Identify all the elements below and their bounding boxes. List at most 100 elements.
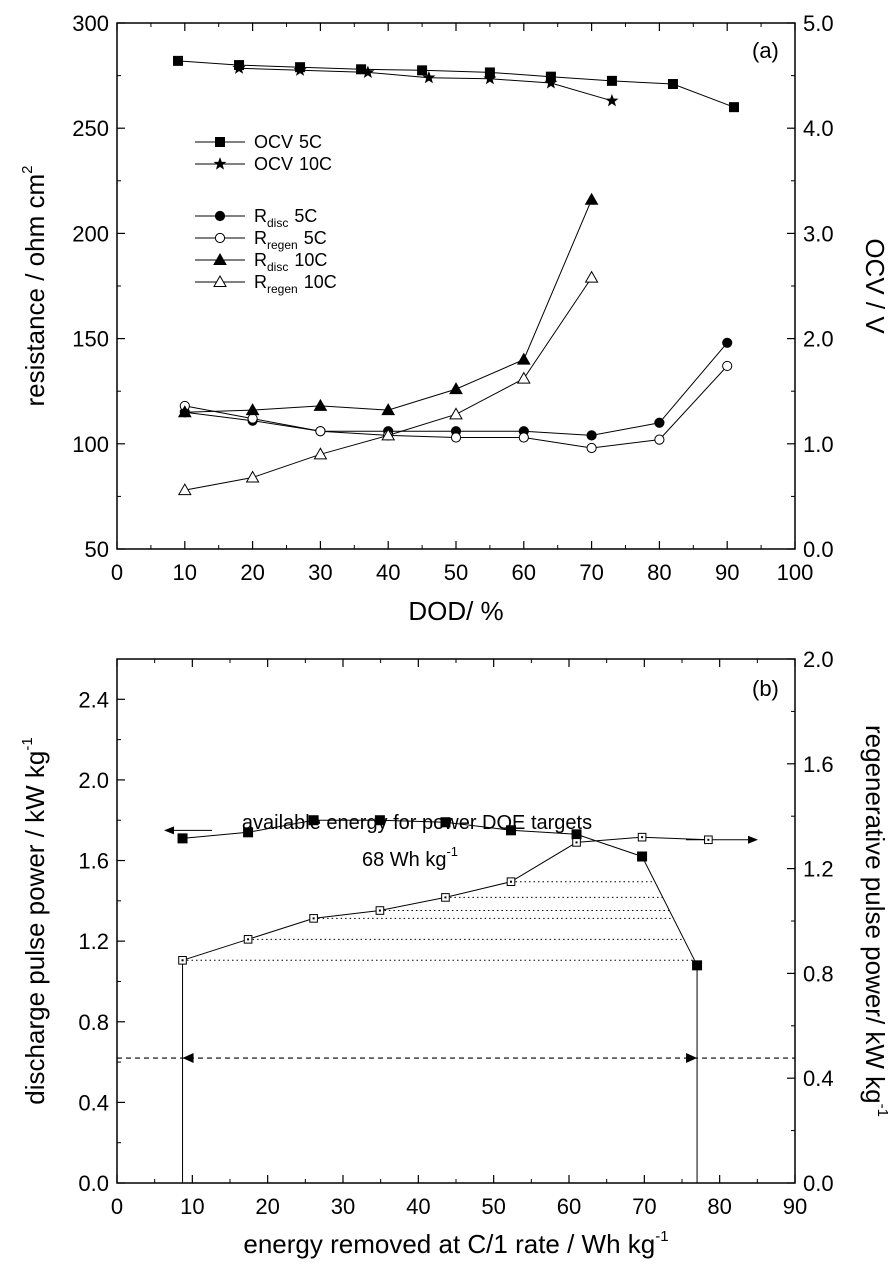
data-point (692, 960, 703, 971)
data-point (177, 405, 192, 418)
panel-b-ticks: 0 10 20 30 40 50 60 70 80 900.00.40.81.21.62.02.4… (78, 647, 833, 1219)
y-tick-label: 300 (72, 11, 109, 36)
panel-b-y2-axis-label-sup: -1 (874, 1104, 890, 1117)
x-tick-label: 60 (512, 560, 536, 585)
data-point-dot (509, 880, 512, 883)
data-point (243, 827, 254, 838)
x-tick-label: 40 (406, 1194, 430, 1219)
data-point (728, 102, 739, 113)
data-point-dot (641, 836, 644, 839)
panel-b: 0 10 20 30 40 50 60 70 80 900.00.40.81.21.62.02.4… (19, 647, 890, 1259)
annotation-text-line2-sup: -1 (446, 844, 458, 859)
y-tick-label: 250 (72, 116, 109, 141)
x-tick-label: 50 (481, 1194, 505, 1219)
y2-tick-label: 0.4 (803, 1066, 834, 1091)
x-tick-label: 70 (632, 1194, 656, 1219)
y-tick-label: 1.2 (78, 929, 109, 954)
x-tick-label: 90 (783, 1194, 807, 1219)
panel-b-label: (b) (752, 676, 779, 701)
y2-tick-label: 1.6 (803, 752, 834, 777)
legend-marker (213, 157, 227, 170)
legend-text-sub: disc (267, 216, 288, 230)
series-line (182, 819, 698, 966)
panel-a-y-axis-label-sup: 2 (19, 166, 36, 174)
y-tick-label: 150 (72, 327, 109, 352)
x-tick-label: 20 (240, 560, 264, 585)
y-tick-label: 1.6 (78, 849, 109, 874)
data-point (516, 371, 531, 384)
x-tick-label: 0 (111, 1194, 123, 1219)
data-point (722, 360, 733, 372)
x-tick-label: 40 (376, 560, 400, 585)
data-point (449, 382, 463, 395)
panel-b-y-axis-label: discharge pulse power / kW kg-1 (19, 737, 50, 1104)
x-tick-label: 30 (308, 560, 332, 585)
x-tick-label: 20 (255, 1194, 279, 1219)
data-point (177, 833, 188, 844)
legend-text-tail: 5C (304, 228, 327, 248)
y2-tick-label: 4.0 (803, 116, 834, 141)
data-point (606, 75, 617, 86)
annotation-text-line2: 68 Wh kg-1 (362, 844, 458, 871)
data-point (667, 79, 678, 90)
panel-b-frame (116, 658, 796, 1184)
data-point (586, 442, 597, 454)
panel-b-x-axis-label-main: energy removed at C/1 rate / Wh kg (243, 1229, 655, 1259)
legend-text-sub: regen (267, 238, 298, 252)
data-point (505, 825, 516, 836)
data-point (544, 76, 558, 89)
legend-marker (213, 274, 227, 287)
data-point (637, 851, 648, 862)
panel-b-y2-axis-label-main: regenerative pulse power/ kW kg (860, 725, 890, 1104)
legend-text-sub: regen (267, 282, 298, 296)
panel-a-ticks: 0 10 20 30 40 50 60 70 80 90 100 50 100 150 200 250 300 0… (72, 11, 833, 585)
data-point (247, 413, 258, 424)
legend-text-main: OCV (254, 132, 293, 152)
legend-text-main: R (254, 206, 267, 226)
data-point (177, 483, 192, 496)
panel-a: 0 10 20 30 40 50 60 70 80 90 100 50 100 150 200 250 300 0… (19, 11, 890, 626)
legend-marker (213, 252, 227, 265)
legend-marker (214, 210, 226, 222)
arrowhead-left (182, 1053, 194, 1064)
legend-text-tail: 10C (294, 250, 327, 270)
series-line (184, 277, 593, 491)
y2-tick-label: 0.0 (803, 1171, 834, 1196)
series-line (184, 199, 593, 413)
series-line (177, 60, 735, 108)
data-point-dot (575, 841, 578, 844)
data-point (722, 337, 733, 348)
y-tick-label: 50 (85, 537, 109, 562)
data-point (422, 70, 436, 84)
annotation-text-line1: available energy for power DOE targets (242, 812, 592, 834)
x-tick-label: 10 (173, 560, 197, 585)
data-point-dot (378, 909, 381, 912)
legend-marker (215, 137, 225, 147)
data-point-dot (707, 838, 710, 841)
x-tick-label: 0 (111, 560, 123, 585)
right-axis-pointer-head (748, 835, 758, 844)
data-point (361, 65, 375, 79)
panel-b-data (177, 815, 713, 971)
data-point (232, 61, 246, 74)
x-tick-label: 60 (557, 1194, 581, 1219)
legend-text-main: R (254, 272, 267, 292)
x-tick-label: 80 (647, 560, 671, 585)
legend-marker (214, 232, 226, 244)
data-point (313, 398, 328, 411)
panel-a-frame (116, 22, 796, 550)
data-point (374, 815, 385, 826)
y2-tick-label: 2.0 (803, 647, 834, 672)
data-point (245, 403, 260, 416)
arrowhead-right (686, 1053, 698, 1064)
x-tick-label: 100 (777, 560, 814, 585)
y2-tick-label: 0.8 (803, 961, 834, 986)
y2-tick-label: 1.2 (803, 857, 834, 882)
legend-text-main: R (254, 228, 267, 248)
x-tick-label: 90 (715, 560, 739, 585)
legend-text-tail: 10C (299, 154, 332, 174)
legend-text-tail: 5C (294, 206, 317, 226)
data-point (654, 434, 665, 445)
data-point-dot (312, 917, 315, 920)
